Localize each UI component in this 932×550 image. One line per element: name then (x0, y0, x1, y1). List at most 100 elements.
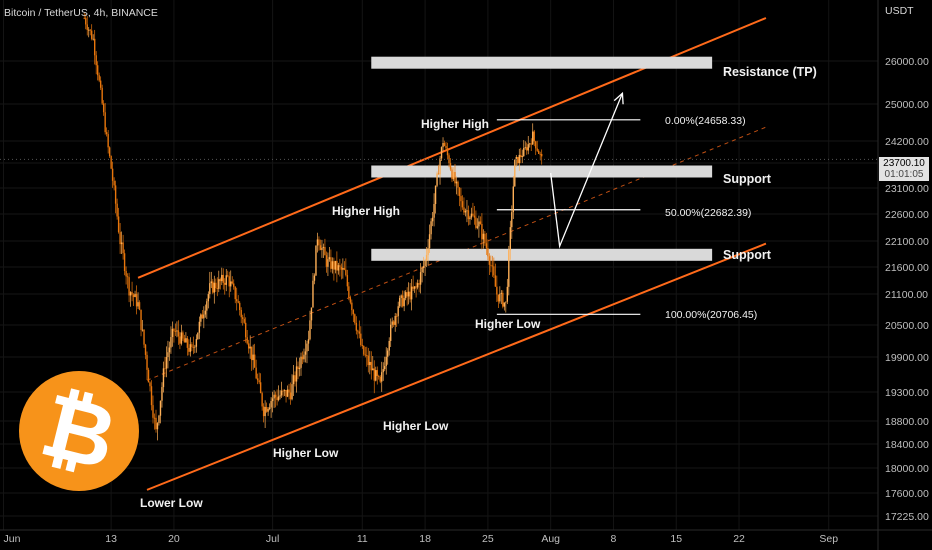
x-tick-label: 18 (419, 533, 431, 545)
support-zone-lower[interactable] (371, 248, 713, 261)
candle-body (131, 292, 133, 295)
candle-body (201, 314, 204, 319)
candle-body (158, 415, 160, 424)
candle-body (391, 321, 393, 325)
candle-body (91, 30, 93, 39)
candle-body (176, 330, 178, 332)
candle-body (446, 148, 449, 156)
candle-body (99, 80, 102, 88)
candle-body (188, 347, 190, 352)
candle-body (334, 260, 337, 270)
candle-body (491, 265, 494, 267)
candle-body (152, 405, 154, 418)
bar-countdown: 01:01:05 (884, 169, 924, 180)
candle-body (312, 280, 314, 308)
candle-body (309, 320, 311, 340)
candle-body (203, 314, 205, 319)
candle-body (523, 147, 525, 157)
zone-label-support-1: Support (723, 172, 771, 186)
candle-body (466, 210, 468, 212)
candle-body (155, 417, 157, 430)
candle-body (348, 286, 350, 298)
candle-body (479, 221, 482, 224)
candle-body (233, 283, 235, 287)
candle-body (369, 361, 371, 366)
candle-body (297, 366, 299, 369)
candle-body (397, 306, 399, 317)
candle-body (330, 257, 332, 269)
candle-body (86, 24, 88, 30)
candle-body (143, 329, 145, 345)
candle-body (366, 355, 368, 356)
candle-body (439, 158, 441, 175)
candle-body (430, 221, 432, 235)
candle-body (113, 180, 115, 186)
candle-body (194, 346, 196, 348)
candle-body (440, 147, 443, 159)
candle-body (310, 307, 313, 321)
fib-label-50: 50.00%(22682.39) (665, 207, 752, 219)
resistance-zone[interactable] (371, 56, 713, 69)
candle-body (406, 292, 408, 297)
candle-body (508, 250, 510, 287)
candle-body (437, 173, 440, 175)
x-tick-label: Jul (266, 533, 279, 545)
candle-body (529, 143, 531, 145)
candle-body (114, 185, 117, 204)
candle-body (104, 112, 106, 133)
candle-body (244, 322, 247, 338)
candle-body (259, 382, 262, 394)
candle-body (110, 156, 112, 169)
candle-body (300, 356, 302, 368)
candle-body (135, 293, 138, 307)
annotation-lower-low: Lower Low (140, 496, 203, 510)
candle-body (237, 301, 239, 303)
candle-body (239, 302, 241, 311)
candle-body (191, 344, 193, 348)
candle-body (258, 380, 260, 383)
candle-body (313, 275, 316, 281)
x-tick-label: 20 (168, 533, 180, 545)
symbol-title[interactable]: Bitcoin / TetherUS, 4h, BINANCE (4, 7, 158, 19)
fib-label-100: 100.00%(20706.45) (665, 309, 758, 321)
candle-body (388, 340, 390, 351)
candle-body (487, 248, 489, 257)
candle-body (514, 159, 516, 187)
candlestick-series (83, 12, 543, 441)
candle-body (354, 314, 356, 323)
y-tick-label: 17225.00 (885, 511, 929, 523)
candle-body (346, 275, 349, 287)
candle-body (473, 215, 476, 218)
candle-body (360, 333, 362, 345)
candle-body (339, 265, 341, 267)
candle-body (102, 103, 105, 113)
candle-body (304, 351, 307, 355)
candle-body (255, 367, 257, 379)
candle-body (394, 316, 396, 325)
candle-body (342, 267, 344, 270)
candle-body (147, 369, 150, 383)
candle-body (494, 275, 497, 287)
candle-body (526, 147, 528, 151)
candle-body (105, 132, 108, 135)
annotation-higher-high-1: Higher High (421, 117, 489, 131)
candle-body (527, 144, 529, 151)
candle-body (390, 324, 392, 341)
candle-body (536, 148, 538, 151)
y-tick-label: 18400.00 (885, 439, 929, 451)
candle-body (134, 293, 136, 297)
candle-body (433, 204, 435, 218)
candle-body (98, 75, 100, 81)
x-tick-label: Jun (4, 533, 21, 545)
candle-body (505, 301, 507, 303)
candle-body (292, 375, 295, 385)
candle-body (227, 275, 229, 277)
candle-body (268, 407, 271, 409)
y-tick-label: 18000.00 (885, 463, 929, 475)
support-zone-upper[interactable] (371, 165, 713, 178)
y-tick-label: 24200.00 (885, 136, 929, 148)
candle-body (159, 400, 162, 416)
candle-body (265, 406, 268, 412)
candle-body (318, 239, 320, 246)
